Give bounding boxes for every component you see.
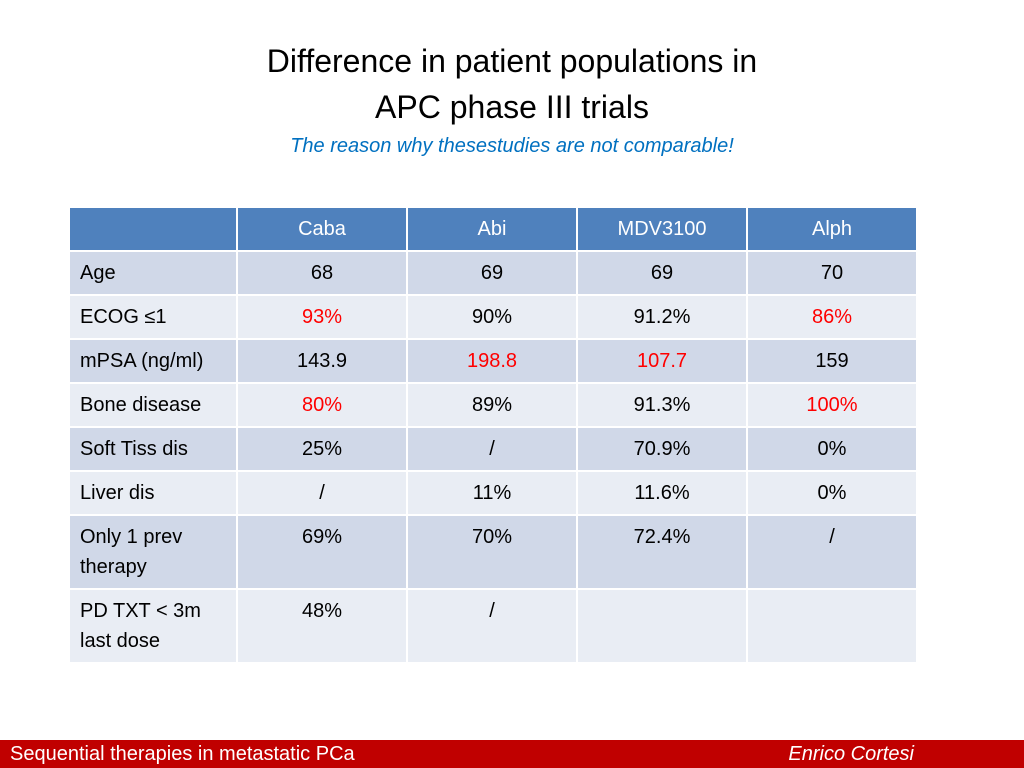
header-cell-empty <box>68 206 238 252</box>
table-cell: 91.3% <box>576 382 748 428</box>
table-cell: 100% <box>746 382 918 428</box>
table-cell: 93% <box>236 294 408 340</box>
table-cell: 69% <box>236 514 408 590</box>
row-label: Liver dis <box>68 470 238 516</box>
row-label: Soft Tiss dis <box>68 426 238 472</box>
row-label: PD TXT < 3m last dose <box>68 588 238 664</box>
row-label: Only 1 prev therapy <box>68 514 238 590</box>
row-label: Bone disease <box>68 382 238 428</box>
footer-author: Enrico Cortesi <box>788 743 914 765</box>
table-cell: 89% <box>406 382 578 428</box>
table-cell: 11% <box>406 470 578 516</box>
table-cell: 70.9% <box>576 426 748 472</box>
row-label: Age <box>68 250 238 296</box>
table-cell: 159 <box>746 338 918 384</box>
header-cell-mdv3100: MDV3100 <box>576 206 748 252</box>
table-cell: 11.6% <box>576 470 748 516</box>
table-cell <box>746 588 918 664</box>
table-cell: 48% <box>236 588 408 664</box>
footer-title: Sequential therapies in metastatic PCa <box>10 743 355 765</box>
comparison-table: Caba Abi MDV3100 Alph Age 68 69 69 70 ECOG ≤1… <box>68 206 918 664</box>
table-row: Only 1 prev therapy 69% 70% 72.4% / <box>68 514 918 590</box>
table-cell: 70 <box>746 250 918 296</box>
table-cell: 198.8 <box>406 338 578 384</box>
table-cell: 72.4% <box>576 514 748 590</box>
table-cell: 0% <box>746 426 918 472</box>
table-row: Age 68 69 69 70 <box>68 250 918 296</box>
table-cell: 91.2% <box>576 294 748 340</box>
table-cell: / <box>236 470 408 516</box>
footer-bar: Sequential therapies in metastatic PCa E… <box>0 740 1024 768</box>
table-cell: 90% <box>406 294 578 340</box>
header-cell-alph: Alph <box>746 206 918 252</box>
table-cell: / <box>746 514 918 590</box>
table-row: Soft Tiss dis 25%/70.9% 0% <box>68 426 918 472</box>
table-row: ECOG ≤1 93% 90% 91.2% 86% <box>68 294 918 340</box>
title-block: Difference in patient populations in APC… <box>0 38 1024 160</box>
table-cell: 69 <box>406 250 578 296</box>
row-label: ECOG ≤1 <box>68 294 238 340</box>
table-body: Age 68 69 69 70 ECOG ≤1 93% 90% 91.2% 86% mPSA (ng… <box>68 250 918 664</box>
table-header-row: Caba Abi MDV3100 Alph <box>68 206 918 252</box>
table-cell: 143.9 <box>236 338 408 384</box>
table-cell: / <box>406 588 578 664</box>
table-cell: 107.7 <box>576 338 748 384</box>
table-cell: 68 <box>236 250 408 296</box>
table-cell: 70% <box>406 514 578 590</box>
table-row: mPSA (ng/ml) 143.9 198.8 107.7 159 <box>68 338 918 384</box>
table-cell: / <box>406 426 578 472</box>
table-cell: 86% <box>746 294 918 340</box>
header-cell-abi: Abi <box>406 206 578 252</box>
slide-subtitle: The reason why thesestudies are not comp… <box>290 135 734 157</box>
table-row: Liver dis/11% 11.6% 0% <box>68 470 918 516</box>
slide-title-line-2: APC phase III trials <box>375 89 649 125</box>
header-cell-caba: Caba <box>236 206 408 252</box>
table-cell: 25% <box>236 426 408 472</box>
table-row: Bone disease 80% 89% 91.3% 100% <box>68 382 918 428</box>
slide-title-line-1: Difference in patient populations in <box>266 43 758 79</box>
table-row: PD TXT < 3m last dose 48% / <box>68 588 918 664</box>
table-cell: 0% <box>746 470 918 516</box>
table-cell: 80% <box>236 382 408 428</box>
table-cell <box>576 588 748 664</box>
row-label: mPSA (ng/ml) <box>68 338 238 384</box>
table-cell: 69 <box>576 250 748 296</box>
